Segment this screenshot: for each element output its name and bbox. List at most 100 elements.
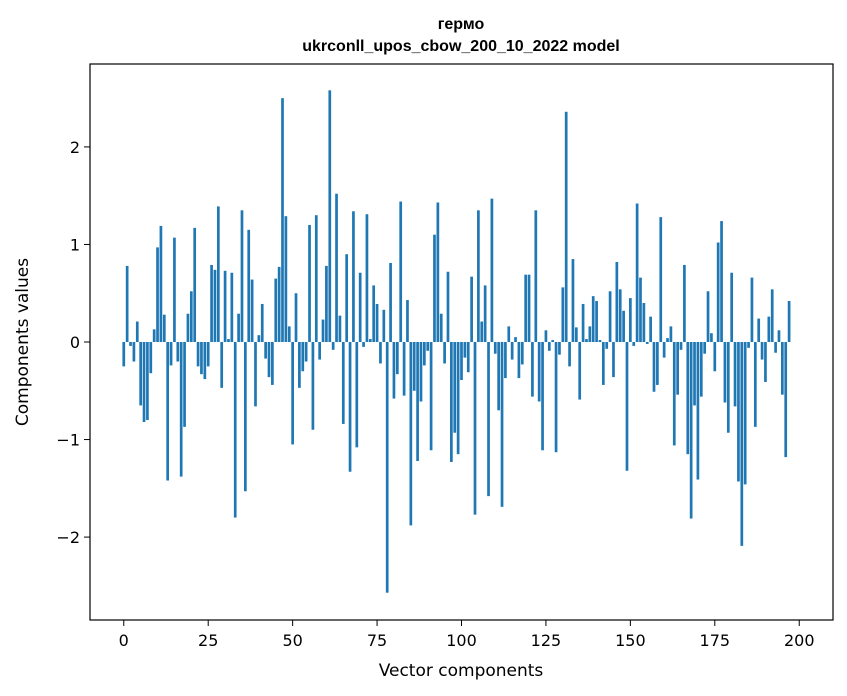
bar bbox=[257, 335, 261, 342]
bar bbox=[345, 254, 349, 342]
y-tick-label: 1 bbox=[70, 235, 80, 254]
bar bbox=[439, 313, 443, 342]
bar bbox=[629, 298, 632, 342]
bar bbox=[632, 342, 636, 346]
chart-title: гермо bbox=[438, 16, 485, 33]
bar bbox=[774, 342, 777, 353]
bar bbox=[635, 203, 639, 342]
bar bbox=[318, 342, 321, 360]
y-tick-label: 2 bbox=[70, 138, 80, 157]
x-tick-label: 150 bbox=[615, 631, 646, 650]
bar bbox=[375, 303, 379, 342]
bar bbox=[585, 339, 588, 342]
bar bbox=[132, 342, 136, 362]
bar bbox=[601, 342, 605, 385]
bar bbox=[770, 289, 774, 342]
bar bbox=[696, 342, 700, 480]
bar bbox=[507, 326, 511, 342]
bar bbox=[169, 342, 173, 366]
bar bbox=[608, 291, 612, 342]
bar bbox=[753, 342, 757, 427]
bar bbox=[767, 316, 771, 342]
bar bbox=[301, 342, 305, 372]
bar bbox=[784, 342, 788, 458]
bar bbox=[179, 342, 183, 477]
bar bbox=[450, 342, 453, 462]
bar bbox=[176, 342, 180, 362]
bar bbox=[537, 342, 541, 402]
x-tick-label: 50 bbox=[282, 631, 302, 650]
bar bbox=[423, 342, 426, 366]
bar bbox=[554, 342, 558, 453]
bar bbox=[524, 274, 528, 342]
bar bbox=[250, 279, 254, 342]
bar bbox=[355, 342, 359, 448]
bar bbox=[760, 342, 764, 360]
bar bbox=[271, 342, 274, 385]
plot-frame bbox=[89, 63, 834, 621]
bar bbox=[466, 342, 470, 373]
bar bbox=[656, 342, 659, 385]
bar bbox=[406, 300, 409, 342]
bar bbox=[200, 342, 203, 375]
bar bbox=[517, 342, 521, 379]
bar bbox=[477, 210, 480, 342]
bar bbox=[385, 342, 389, 593]
bar bbox=[446, 271, 450, 342]
bar bbox=[338, 315, 342, 342]
x-tick-label: 175 bbox=[700, 631, 731, 650]
x-axis-ticks: 0 25 50 75 100 125 150 175 200 bbox=[119, 620, 815, 650]
bar bbox=[764, 342, 767, 382]
bar bbox=[605, 342, 609, 349]
bar bbox=[203, 342, 207, 380]
y-tick-label: −1 bbox=[56, 431, 80, 450]
bar bbox=[723, 342, 727, 403]
bar bbox=[713, 342, 717, 372]
bar bbox=[372, 285, 376, 342]
y-axis-ticks: −2 −1 0 1 2 bbox=[56, 138, 90, 547]
bar bbox=[189, 291, 193, 342]
bar bbox=[358, 272, 362, 342]
bar bbox=[443, 342, 446, 364]
bar bbox=[247, 229, 251, 342]
bar bbox=[787, 301, 791, 342]
bar bbox=[210, 264, 213, 342]
bar bbox=[389, 262, 392, 342]
bar bbox=[186, 313, 190, 342]
bar bbox=[321, 319, 325, 342]
bar bbox=[716, 242, 720, 342]
y-axis-label: Components values bbox=[13, 258, 33, 426]
bar bbox=[710, 333, 713, 342]
bar bbox=[672, 342, 676, 446]
chart-subtitle: ukrconll_upos_cbow_200_10_2022 model bbox=[302, 38, 619, 55]
bar bbox=[689, 342, 693, 519]
bar bbox=[152, 329, 156, 342]
bar bbox=[686, 342, 690, 455]
bar bbox=[595, 301, 598, 342]
bar bbox=[480, 321, 484, 342]
bar bbox=[615, 262, 619, 342]
bar bbox=[483, 285, 487, 342]
bar bbox=[233, 342, 237, 518]
bar bbox=[412, 342, 416, 391]
bar bbox=[544, 330, 548, 342]
bar bbox=[659, 217, 663, 342]
bar bbox=[578, 342, 582, 400]
bar bbox=[527, 274, 531, 342]
x-tick-label: 25 bbox=[198, 631, 218, 650]
bar bbox=[328, 90, 332, 342]
bar bbox=[487, 342, 490, 497]
bar bbox=[777, 330, 781, 342]
bar bbox=[571, 259, 575, 342]
bar bbox=[463, 342, 467, 358]
bar bbox=[244, 342, 247, 492]
bar bbox=[747, 342, 750, 348]
bar bbox=[514, 337, 517, 342]
x-axis-label: Vector components bbox=[379, 661, 544, 681]
bar bbox=[551, 340, 555, 342]
bar bbox=[588, 326, 592, 342]
bar bbox=[142, 342, 146, 422]
bar bbox=[470, 276, 473, 342]
bar bbox=[645, 342, 649, 344]
